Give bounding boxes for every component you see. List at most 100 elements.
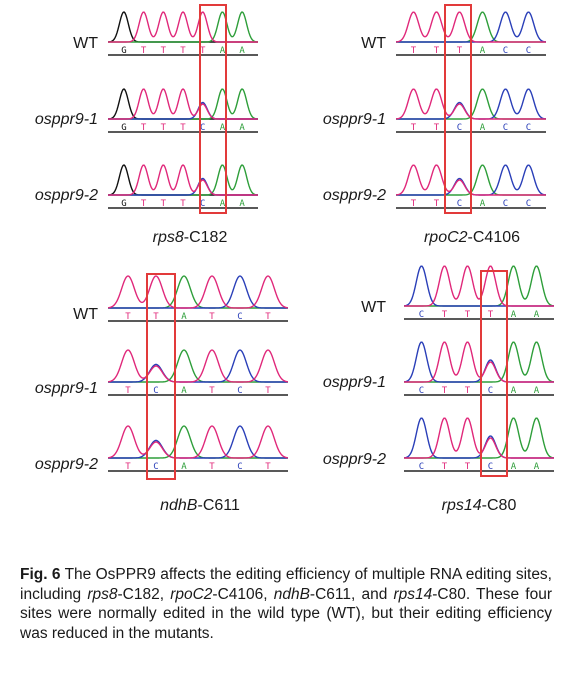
trace-C [404,265,554,307]
base-call: A [534,310,540,320]
site-label-ndhB: ndhB-C611 [160,497,240,514]
base-call: T [200,46,206,56]
base-call: T [209,462,215,472]
sample-label-osppr9-2: osppr9-2 [34,456,98,473]
base-call: T [265,312,271,322]
base-call: C [237,312,242,322]
base-call: T [125,462,131,472]
base-call: C [419,462,424,472]
trace-T [108,349,288,383]
trace-A [108,88,258,120]
base-call: T [465,386,471,396]
base-call: C [526,199,531,209]
base-call: A [534,386,540,396]
base-call: A [534,462,540,472]
trace-G [108,11,258,43]
sample-label-osppr9-2: osppr9-2 [322,187,386,204]
base-call: T [411,123,417,133]
sample-label-osppr9-2: osppr9-2 [322,451,386,468]
base-call: G [121,123,126,133]
base-call: A [480,199,486,209]
base-call: T [265,462,271,472]
base-call: T [442,386,448,396]
base-call: T [465,462,471,472]
sample-label-osppr9-1: osppr9-1 [322,374,386,391]
base-call: T [411,46,417,56]
base-call: C [237,386,242,396]
site-label-rps8: rps8-C182 [152,229,228,246]
base-call: T [180,123,186,133]
base-call: T [434,46,440,56]
trace-A [108,11,258,43]
sample-label-wt: WT [361,299,386,316]
base-call: C [503,199,508,209]
base-call: C [237,462,242,472]
base-call: A [480,46,486,56]
trace-C [108,425,288,459]
base-call: C [419,386,424,396]
base-call: T [209,312,215,322]
base-call: T [125,386,131,396]
edit-site-box-rps14 [480,270,508,477]
base-call: T [161,199,167,209]
trace-T [108,88,258,120]
sample-label-osppr9-1: osppr9-1 [322,111,386,128]
sample-label-wt: WT [73,35,98,52]
base-call: G [121,199,126,209]
base-call: C [488,386,493,396]
base-call: T [180,199,186,209]
trace-A [108,164,258,196]
base-call: C [526,123,531,133]
sample-label-osppr9-1: osppr9-1 [34,380,98,397]
sample-label-wt: WT [361,35,386,52]
base-call: A [511,310,517,320]
base-call: T [457,46,463,56]
base-call: A [220,199,226,209]
base-call: A [239,199,245,209]
base-call: A [480,123,486,133]
base-call: A [511,462,517,472]
base-call: G [121,46,126,56]
sample-label-wt: WT [73,306,98,323]
figure-caption: Fig. 6 The OsPPR9 affects the editing ef… [20,566,552,642]
figure-6: WT G T T T T A A osppr9-1 G T T T C A A osppr9-2 G T T… [34,4,554,514]
base-call: A [239,123,245,133]
base-call: A [511,386,517,396]
trace-C [108,349,288,383]
sample-label-osppr9-1: osppr9-1 [34,111,98,128]
trace-T [108,425,288,459]
base-call: T [411,199,417,209]
site-label-rps14: rps14-C80 [441,497,517,514]
base-call: T [141,199,147,209]
base-call: T [434,199,440,209]
base-call: T [465,310,471,320]
base-call: T [209,386,215,396]
base-call: A [181,462,187,472]
trace-T [404,341,554,383]
base-call: C [457,123,462,133]
base-call: T [125,312,131,322]
base-call: T [442,310,448,320]
base-call: C [419,310,424,320]
trace-T [108,11,258,43]
trace-C [108,275,288,309]
trace-G [108,164,258,196]
base-call: T [265,386,271,396]
base-call: T [434,123,440,133]
base-call: T [153,312,159,322]
base-call: C [526,46,531,56]
base-call: T [141,46,147,56]
trace-G [108,88,258,120]
base-call: C [200,199,205,209]
base-call: C [457,199,462,209]
base-call: C [153,462,158,472]
trace-T [108,275,288,309]
base-call: C [503,123,508,133]
